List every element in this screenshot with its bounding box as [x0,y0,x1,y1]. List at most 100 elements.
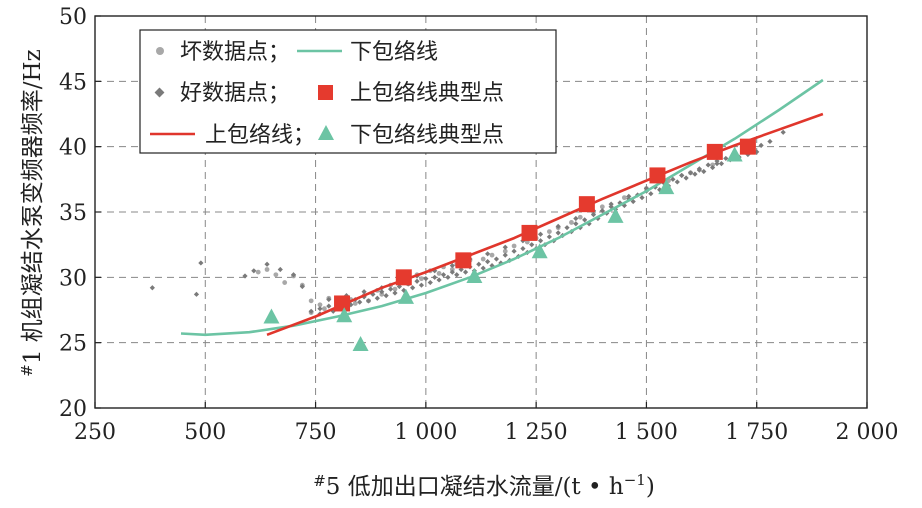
bad-data-point [436,271,442,276]
bad-data-point [710,162,715,168]
good-data-point [436,277,442,283]
legend-good-label: 好数据点； [180,81,290,106]
lower-typical-point [658,179,675,195]
good-data-point [714,161,720,167]
good-data-point [639,195,645,201]
good-data-points [149,129,786,317]
good-data-point [480,265,486,271]
legend-upper-label: 上包络线； [205,123,315,148]
good-data-point [590,212,597,218]
upper-envelope-line [266,112,824,337]
good-data-point [723,155,729,162]
lower-typical-point [531,243,548,259]
x-axis-label: #5 低加出口凝结水流量/(t • h−1) [313,471,655,500]
bad-data-point [273,272,279,278]
axis-ticks: 250 500 750 1 000 1 250 1 500 1 750 2 000 20 25 30… [59,5,898,445]
good-data-point [414,278,420,284]
good-data-point [476,261,482,267]
good-data-point [418,282,425,288]
good-data-point [537,231,544,237]
lower-typical-point [263,308,280,324]
bad-data-point [264,267,270,272]
good-data-point [198,260,204,266]
good-data-point [379,289,385,295]
x-axis-label-suffix: ) [646,474,655,500]
bad-data-point [419,276,424,282]
legend-lower-triangle-marker [318,125,334,140]
bad-data-point [511,243,517,249]
good-data-point [277,266,283,273]
upper-typical-point [395,269,412,286]
good-data-point [251,268,257,274]
y-tick-label: 35 [59,201,87,226]
x-tick-label: 1 750 [725,420,788,445]
lower-typical-point [607,207,624,223]
legend-lower-triangle-label: 下包络线典型点 [350,123,504,148]
bad-data-point [621,195,627,201]
bad-data-point [379,291,385,297]
good-data-point [626,193,632,199]
upper-typical-point [739,138,756,155]
bad-data-point [599,204,605,210]
good-data-point [242,273,248,279]
bad-data-point [569,220,574,225]
bad-data-point [321,306,327,312]
y-tick-label: 25 [59,332,87,357]
upper-typical-point [578,196,595,213]
bad-data-point [317,302,323,308]
legend-box [139,29,557,154]
good-data-point [449,262,455,269]
bad-data-point [392,286,398,292]
good-data-point [485,259,491,265]
typical-point-markers [263,138,756,351]
good-data-point [264,261,270,267]
good-data-point [573,215,579,222]
good-data-point [648,191,654,197]
good-data-point [718,161,725,167]
good-data-point [387,286,394,292]
lower-typical-point [336,307,353,323]
y-axis-label: #1 机组凝结水泵变频器频率/Hz [18,49,46,376]
x-tick-label: 1 250 [505,420,568,445]
good-data-point [149,285,155,291]
good-data-point [330,308,336,314]
upper-typical-point [706,143,723,160]
good-data-point [361,289,367,295]
good-data-point [701,168,707,175]
good-data-point [462,269,469,275]
good-data-point [299,283,305,290]
y-tick-label: 30 [59,266,87,291]
good-data-point [573,221,579,227]
good-data-point [692,171,698,177]
bad-data-point [489,252,495,258]
lower-typical-point [466,268,483,284]
good-data-point [445,274,451,280]
bad-data-point [352,301,358,306]
good-data-point [401,287,407,293]
good-data-point [586,221,592,227]
good-data-point [326,296,332,303]
lower-typical-point [726,146,743,162]
lower-typical-point [398,288,415,304]
y-tick-label: 20 [59,397,87,422]
good-data-point [767,138,773,145]
good-data-point [357,299,363,305]
legend: 坏数据点； 下包络线 好数据点； 上包络线典型点 上包络线； 下包络线典型点 [139,29,557,154]
good-data-point [423,276,429,282]
good-data-point [502,244,508,250]
lower-typical-point [352,335,369,351]
bad-data-point [546,229,552,235]
good-data-point [410,285,416,291]
good-data-point [683,175,689,181]
bad-data-point [449,267,455,272]
good-data-point [361,294,367,300]
upper-typical-point [455,252,472,269]
x-tick-label: 500 [184,420,226,445]
good-data-point [383,293,389,299]
good-data-point [432,274,438,280]
good-data-point [326,303,332,309]
y-axis-label-main: 1 机组凝结水泵变频器频率/Hz [20,49,46,364]
good-data-point [657,187,663,193]
good-data-point [670,176,676,182]
y-axis-label-prefix: # [18,364,36,377]
